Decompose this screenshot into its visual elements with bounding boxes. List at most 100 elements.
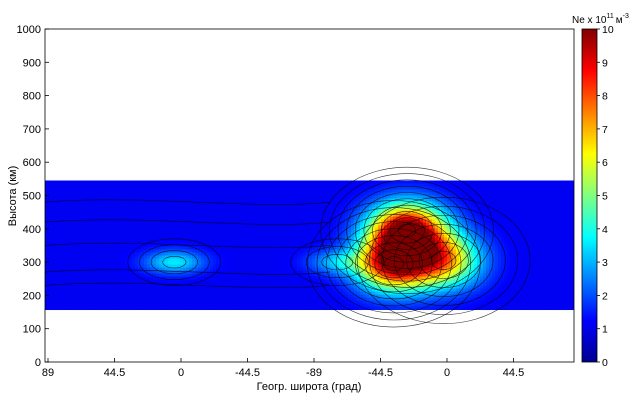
density-cell [69,183,73,188]
density-cell [144,258,148,263]
density-cell [99,261,103,266]
density-cell [60,237,64,242]
density-cell [237,237,241,242]
density-cell [351,189,355,194]
density-cell [297,204,301,209]
density-cell [393,207,397,212]
density-cell [249,180,253,185]
density-cell [171,213,175,218]
density-cell [555,189,559,194]
density-cell [291,189,295,194]
density-cell [57,252,61,257]
density-cell [45,195,49,200]
density-cell [111,186,115,191]
density-cell [444,207,448,212]
density-cell [369,210,373,215]
density-cell [363,258,367,263]
density-cell [219,192,223,197]
density-cell [471,201,475,206]
density-cell [60,234,64,239]
density-cell [273,255,277,260]
density-cell [540,234,544,239]
density-cell [408,261,412,266]
density-cell [99,207,103,212]
density-cell [405,246,409,251]
density-cell [435,225,439,230]
density-cell [573,213,574,218]
density-cell [486,234,490,239]
density-cell [168,246,172,251]
density-cell [357,189,361,194]
density-cell [237,204,241,209]
density-cell [240,228,244,233]
density-cell [60,207,64,212]
density-cell [144,192,148,197]
density-cell [537,249,541,254]
density-cell [480,216,484,221]
density-cell [330,216,334,221]
density-cell [105,237,109,242]
density-cell [393,249,397,254]
density-cell [462,261,466,266]
density-cell [192,204,196,209]
density-cell [237,258,241,263]
density-cell [378,255,382,260]
density-cell [87,213,91,218]
density-cell [216,210,220,215]
density-cell [420,204,424,209]
density-cell [252,180,256,185]
density-cell [519,234,523,239]
density-cell [531,252,535,257]
density-cell [237,231,241,236]
density-cell [252,237,256,242]
density-cell [57,180,61,185]
density-cell [123,216,127,221]
density-cell [315,204,319,209]
density-cell [63,222,67,227]
density-cell [444,201,448,206]
density-cell [144,195,148,200]
density-cell [276,183,280,188]
density-cell [270,210,274,215]
density-cell [174,198,178,203]
density-cell [498,234,502,239]
density-cell [60,246,64,251]
density-cell [297,192,301,197]
density-cell [387,201,391,206]
density-cell [555,195,559,200]
density-cell [96,264,100,269]
density-cell [381,189,385,194]
density-cell [495,201,499,206]
density-cell [420,207,424,212]
density-cell [189,228,193,233]
density-cell [519,222,523,227]
density-cell [510,195,514,200]
density-cell [84,228,88,233]
density-cell [183,234,187,239]
density-cell [408,255,412,260]
density-cell [483,207,487,212]
density-cell [420,231,424,236]
density-cell [357,240,361,245]
density-cell [342,222,346,227]
density-cell [69,228,73,233]
density-cell [282,246,286,251]
density-cell [528,231,532,236]
density-cell [468,249,472,254]
density-cell [492,237,496,242]
density-cell [510,252,514,257]
density-cell [534,237,538,242]
density-cell [57,261,61,266]
density-cell [540,183,544,188]
density-cell [210,252,214,257]
density-cell [534,258,538,263]
density-cell [147,183,151,188]
density-cell [504,198,508,203]
density-cell [342,213,346,218]
density-cell [204,186,208,191]
density-cell [384,246,388,251]
density-cell [483,210,487,215]
density-cell [498,240,502,245]
density-cell [474,252,478,257]
density-cell [216,243,220,248]
